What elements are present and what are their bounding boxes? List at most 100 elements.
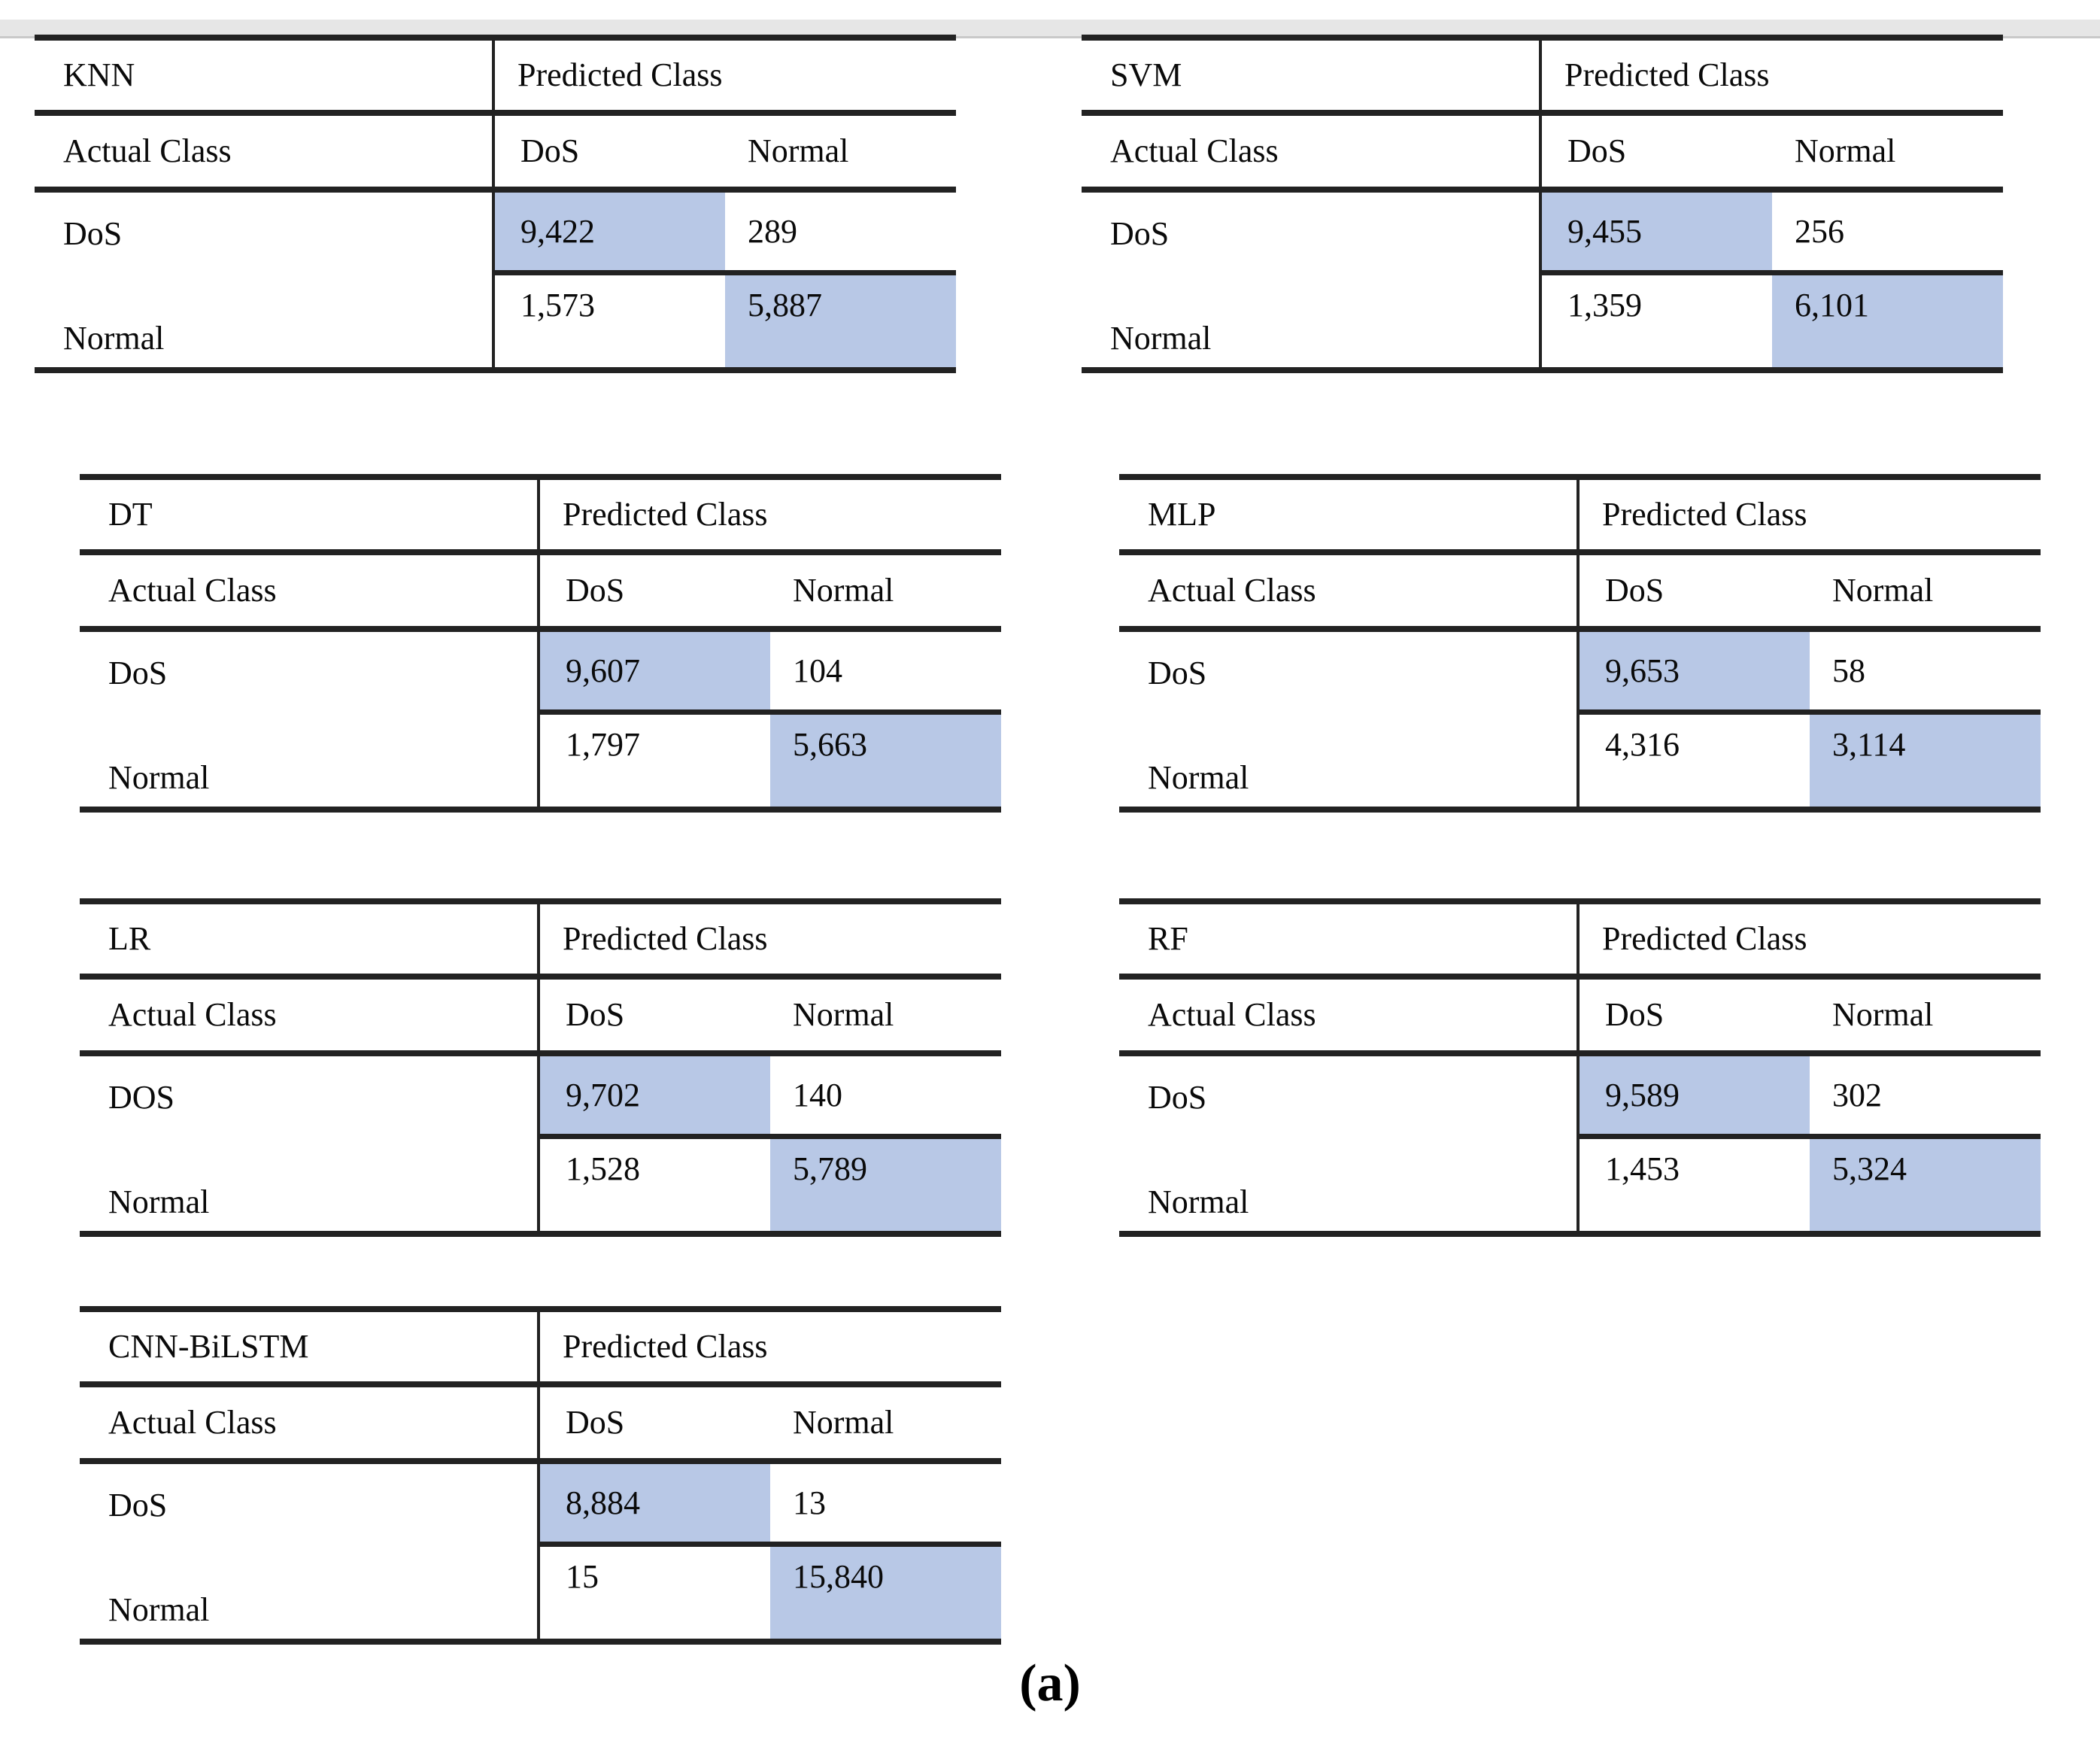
row-label: Normal <box>80 1547 540 1639</box>
actual-class-label: Actual Class <box>1119 555 1580 626</box>
col-header-normal: Normal <box>793 996 894 1033</box>
cell-false-negative: 13 <box>770 1464 1001 1547</box>
predicted-class-label: Predicted Class <box>563 1328 768 1365</box>
actual-class-label: Actual Class <box>80 555 540 626</box>
model-name: KNN <box>35 41 495 110</box>
cell-true-positive: 8,884 <box>540 1464 770 1547</box>
confusion-matrix-table-cnn-bilstm: CNN-BiLSTM Predicted Class Actual Class … <box>80 1306 1001 1645</box>
cell-false-positive: 1,528 <box>566 1150 640 1187</box>
col-header-dos: DoS <box>1605 572 1665 609</box>
col-header-normal: Normal <box>793 1404 894 1441</box>
cell-false-negative: 140 <box>770 1056 1001 1139</box>
column-header-row: Actual Class DoS Normal <box>80 1387 1001 1464</box>
confusion-matrix-table-mlp: MLP Predicted Class Actual Class DoS Nor… <box>1119 474 2041 813</box>
row-label: DoS <box>1082 193 1542 275</box>
cell-true-negative: 5,789 <box>770 1139 1001 1231</box>
cell-false-negative: 58 <box>1810 632 2041 715</box>
table-row: DoS 9,589 302 <box>1119 1056 2041 1139</box>
table-row: DoS 9,422 289 <box>35 193 956 275</box>
cell-true-positive: 9,702 <box>540 1056 770 1139</box>
cell-false-positive: 1,453 <box>1605 1150 1680 1187</box>
column-header-row: Actual Class DoS Normal <box>35 116 956 193</box>
column-header-row: Actual Class DoS Normal <box>80 980 1001 1056</box>
predicted-class-label: Predicted Class <box>563 496 768 533</box>
table-header-row: SVM Predicted Class <box>1082 41 2003 116</box>
actual-class-label: Actual Class <box>80 980 540 1050</box>
table-row: DoS 9,455 256 <box>1082 193 2003 275</box>
col-header-normal: Normal <box>793 572 894 609</box>
confusion-matrix-table-rf: RF Predicted Class Actual Class DoS Norm… <box>1119 898 2041 1237</box>
col-header-normal: Normal <box>1832 996 1934 1033</box>
table-row: DOS 9,702 140 <box>80 1056 1001 1139</box>
table-row: Normal 1,528 5,789 <box>80 1139 1001 1231</box>
actual-class-label: Actual Class <box>1082 116 1542 187</box>
table-header-row: MLP Predicted Class <box>1119 480 2041 555</box>
table-header-row: RF Predicted Class <box>1119 904 2041 980</box>
confusion-matrix-table-lr: LR Predicted Class Actual Class DoS Norm… <box>80 898 1001 1237</box>
cell-true-negative: 5,663 <box>770 715 1001 807</box>
cell-true-negative: 3,114 <box>1810 715 2041 807</box>
row-label: DoS <box>35 193 495 275</box>
cell-false-negative: 289 <box>725 193 956 275</box>
figure-caption: (a) <box>1019 1654 1081 1712</box>
cell-true-negative: 5,324 <box>1810 1139 2041 1231</box>
cell-true-negative: 6,101 <box>1772 275 2003 367</box>
confusion-matrix-table-knn: KNN Predicted Class Actual Class DoS Nor… <box>35 35 956 373</box>
table-row: Normal 1,359 6,101 <box>1082 275 2003 367</box>
actual-class-label: Actual Class <box>80 1387 540 1458</box>
predicted-class-label: Predicted Class <box>517 56 723 93</box>
predicted-class-label: Predicted Class <box>1564 56 1770 93</box>
row-label: DoS <box>80 1464 540 1547</box>
actual-class-label: Actual Class <box>35 116 495 187</box>
row-label: Normal <box>35 275 495 367</box>
cell-false-negative: 256 <box>1772 193 2003 275</box>
table-header-row: LR Predicted Class <box>80 904 1001 980</box>
col-header-dos: DoS <box>1567 132 1627 169</box>
cell-true-positive: 9,589 <box>1580 1056 1810 1139</box>
cell-false-positive: 4,316 <box>1605 726 1680 763</box>
col-header-dos: DoS <box>566 572 625 609</box>
cell-true-positive: 9,653 <box>1580 632 1810 715</box>
col-header-dos: DoS <box>1605 996 1665 1033</box>
actual-class-label: Actual Class <box>1119 980 1580 1050</box>
row-label: Normal <box>80 1139 540 1231</box>
table-row: Normal 1,573 5,887 <box>35 275 956 367</box>
cell-false-positive: 1,359 <box>1567 287 1642 324</box>
table-row: DoS 8,884 13 <box>80 1464 1001 1547</box>
row-label: DoS <box>80 632 540 715</box>
model-name: CNN-BiLSTM <box>80 1312 540 1381</box>
model-name: RF <box>1119 904 1580 974</box>
table-header-row: KNN Predicted Class <box>35 41 956 116</box>
table-row: DoS 9,607 104 <box>80 632 1001 715</box>
col-header-normal: Normal <box>748 132 849 169</box>
column-header-row: Actual Class DoS Normal <box>1119 555 2041 632</box>
table-header-row: DT Predicted Class <box>80 480 1001 555</box>
confusion-matrix-table-dt: DT Predicted Class Actual Class DoS Norm… <box>80 474 1001 813</box>
predicted-class-label: Predicted Class <box>1602 920 1807 957</box>
col-header-normal: Normal <box>1795 132 1896 169</box>
column-header-row: Actual Class DoS Normal <box>80 555 1001 632</box>
model-name: SVM <box>1082 41 1542 110</box>
confusion-matrix-table-svm: SVM Predicted Class Actual Class DoS Nor… <box>1082 35 2003 373</box>
row-label: Normal <box>1119 715 1580 807</box>
table-row: Normal 1,797 5,663 <box>80 715 1001 807</box>
col-header-dos: DoS <box>520 132 580 169</box>
column-header-row: Actual Class DoS Normal <box>1119 980 2041 1056</box>
col-header-dos: DoS <box>566 1404 625 1441</box>
table-row: Normal 15 15,840 <box>80 1547 1001 1639</box>
cell-false-positive: 1,573 <box>520 287 595 324</box>
cell-false-negative: 104 <box>770 632 1001 715</box>
cell-false-positive: 15 <box>566 1558 599 1595</box>
cell-false-positive: 1,797 <box>566 726 640 763</box>
table-header-row: CNN-BiLSTM Predicted Class <box>80 1312 1001 1387</box>
predicted-class-label: Predicted Class <box>563 920 768 957</box>
cell-true-negative: 15,840 <box>770 1547 1001 1639</box>
cell-true-positive: 9,607 <box>540 632 770 715</box>
cell-false-negative: 302 <box>1810 1056 2041 1139</box>
model-name: MLP <box>1119 480 1580 549</box>
predicted-class-label: Predicted Class <box>1602 496 1807 533</box>
cell-true-positive: 9,422 <box>495 193 725 275</box>
row-label: Normal <box>80 715 540 807</box>
cell-true-negative: 5,887 <box>725 275 956 367</box>
